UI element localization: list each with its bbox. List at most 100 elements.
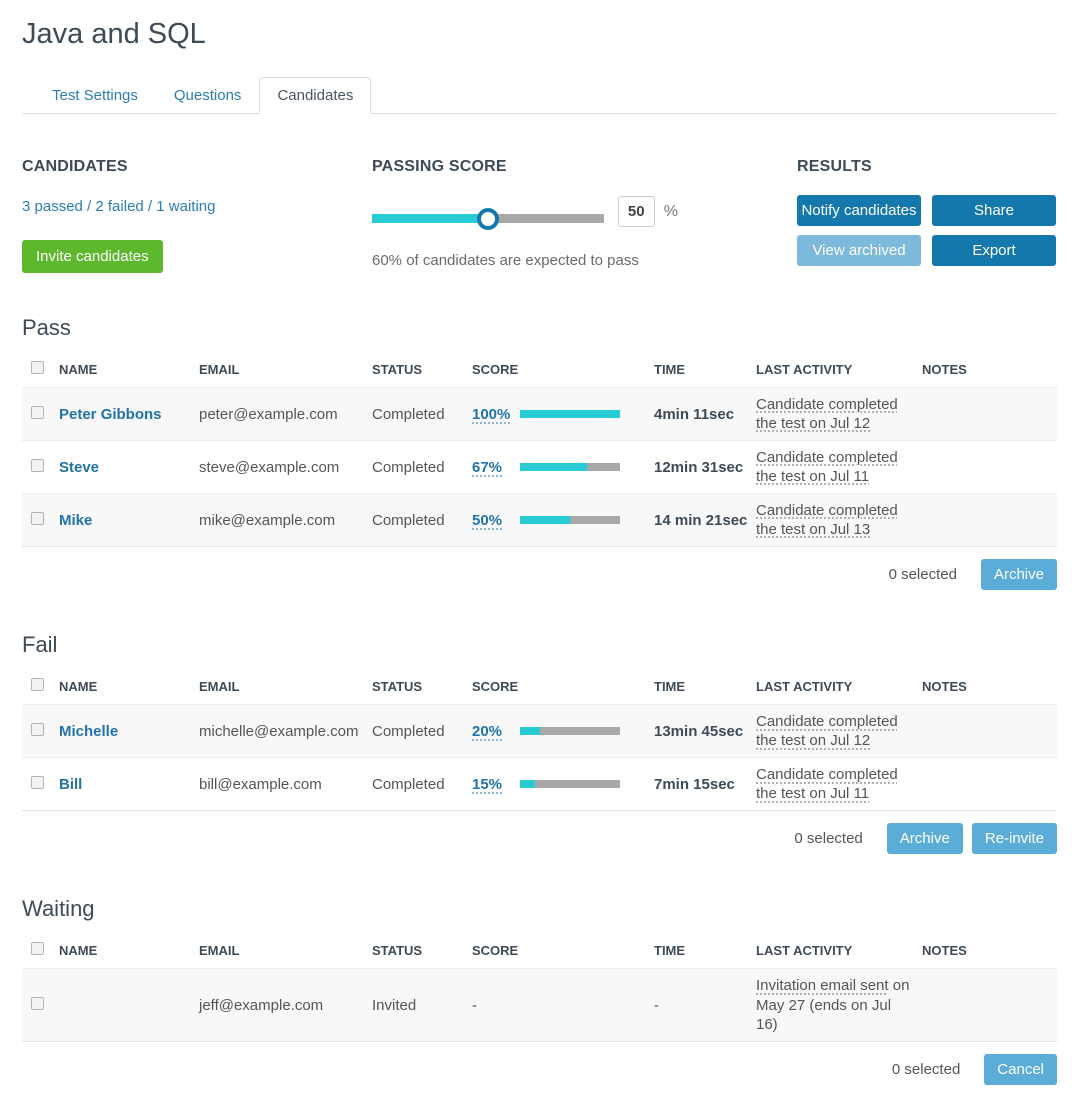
pass-table-header: NAME EMAIL STATUS SCORE TIME LAST ACTIVI… (22, 353, 1057, 388)
score-bar (520, 727, 620, 736)
table-row: Steve steve@example.com Completed 67% 12… (22, 440, 1057, 494)
tab-bar: Test Settings Questions Candidates (22, 77, 1057, 114)
score-link[interactable]: 15% (472, 775, 503, 793)
score-link[interactable]: 50% (472, 511, 503, 529)
table-row: Mike mike@example.com Completed 50% 14 m… (22, 493, 1057, 547)
row-checkbox[interactable] (31, 722, 44, 736)
last-activity-link[interactable]: Candidate completed the test on Jul 12 (756, 396, 898, 433)
score-link[interactable]: 100% (472, 405, 511, 423)
row-checkbox[interactable] (31, 775, 44, 789)
passing-score-heading: PASSING SCORE (372, 158, 507, 175)
notify-candidates-button[interactable]: Notify candidates (797, 195, 921, 226)
score-bar (520, 516, 620, 525)
waiting-table: NAME EMAIL STATUS SCORE TIME LAST ACTIVI… (22, 934, 1057, 1042)
col-time: TIME (654, 942, 686, 958)
score-bar-fill (520, 727, 540, 736)
score-link[interactable]: 67% (472, 458, 503, 476)
invite-candidates-button[interactable]: Invite candidates (22, 240, 163, 273)
candidate-email: jeff@example.com (199, 996, 324, 1014)
select-all-checkbox[interactable] (31, 678, 44, 692)
candidate-email: michelle@example.com (199, 722, 359, 740)
percent-unit-label: % (663, 202, 678, 220)
results-panel: RESULTS Notify candidates Share View arc… (797, 158, 1057, 273)
passing-score-panel: PASSING SCORE % 60% of candidates are ex… (372, 158, 678, 273)
export-button[interactable]: Export (932, 235, 1056, 266)
row-checkbox[interactable] (31, 405, 44, 419)
candidate-notes (918, 388, 1057, 441)
candidate-name-link[interactable]: Mike (59, 511, 93, 529)
candidate-status: Completed (372, 722, 445, 740)
candidate-email: mike@example.com (199, 511, 336, 529)
candidate-email: peter@example.com (199, 405, 338, 423)
candidate-email: bill@example.com (199, 775, 322, 793)
candidate-name-link[interactable]: Michelle (59, 722, 119, 740)
last-activity-link[interactable]: Invitation email sent (756, 977, 889, 995)
col-name: NAME (59, 942, 98, 958)
selected-count: 0 selected (891, 1060, 961, 1078)
page-title: Java and SQL (22, 18, 206, 50)
select-all-checkbox[interactable] (31, 361, 44, 374)
last-activity-link[interactable]: Candidate completed the test on Jul 11 (756, 766, 898, 803)
score-bar (520, 410, 620, 419)
col-name: NAME (59, 678, 98, 694)
row-checkbox[interactable] (31, 511, 44, 525)
tab-questions[interactable]: Questions (173, 87, 242, 104)
cancel-button[interactable]: Cancel (984, 1053, 1057, 1085)
reinvite-button[interactable]: Re-invite (971, 823, 1057, 855)
candidate-time-empty: - (654, 996, 659, 1014)
table-row: Michelle michelle@example.com Completed … (22, 704, 1057, 758)
slider-handle[interactable] (476, 207, 499, 230)
tab-test-settings[interactable]: Test Settings (52, 87, 138, 104)
last-activity-link[interactable]: Candidate completed the test on Jul 11 (756, 449, 898, 486)
candidates-heading: CANDIDATES (22, 158, 128, 175)
col-last-activity: LAST ACTIVITY (756, 361, 853, 377)
candidate-name-link[interactable]: Steve (59, 458, 100, 476)
score-bar (520, 463, 620, 472)
col-last-activity: LAST ACTIVITY (756, 942, 853, 958)
candidate-score-empty: - (472, 996, 477, 1014)
waiting-table-header: NAME EMAIL STATUS SCORE TIME LAST ACTIVI… (22, 934, 1057, 969)
pass-table-footer: 0 selected Archive (22, 559, 1057, 591)
share-button[interactable]: Share (932, 195, 1056, 226)
results-heading: RESULTS (797, 158, 872, 175)
waiting-section-heading: Waiting (22, 896, 95, 922)
col-notes: NOTES (922, 942, 967, 958)
candidate-time: 14 min 21sec (654, 511, 748, 529)
fail-table-header: NAME EMAIL STATUS SCORE TIME LAST ACTIVI… (22, 670, 1057, 705)
candidate-notes (918, 494, 1057, 547)
candidate-time: 12min 31sec (654, 458, 744, 476)
candidate-status: Completed (372, 511, 445, 529)
row-checkbox[interactable] (31, 458, 44, 472)
archive-button[interactable]: Archive (980, 559, 1057, 591)
row-checkbox[interactable] (31, 996, 44, 1010)
candidate-time: 13min 45sec (654, 722, 744, 740)
col-email: EMAIL (199, 678, 240, 694)
archive-button[interactable]: Archive (886, 823, 963, 855)
col-score: SCORE (472, 361, 519, 377)
score-bar-fill (520, 410, 620, 419)
table-row: Peter Gibbons peter@example.com Complete… (22, 387, 1057, 441)
view-archived-button[interactable]: View archived (797, 235, 921, 266)
last-activity-link[interactable]: Candidate completed the test on Jul 13 (756, 502, 898, 539)
passing-score-slider[interactable] (372, 207, 604, 230)
col-last-activity: LAST ACTIVITY (756, 678, 853, 694)
col-time: TIME (654, 678, 686, 694)
score-bar-fill (520, 516, 570, 525)
passing-score-input[interactable] (617, 196, 655, 227)
score-link[interactable]: 20% (472, 722, 503, 740)
last-activity-link[interactable]: Candidate completed the test on Jul 12 (756, 713, 898, 750)
score-bar (520, 780, 620, 789)
col-score: SCORE (472, 942, 519, 958)
candidate-name-link[interactable]: Bill (59, 775, 83, 793)
candidate-notes (918, 705, 1057, 758)
table-row: jeff@example.com Invited - - Invitation … (22, 968, 1057, 1042)
fail-table: NAME EMAIL STATUS SCORE TIME LAST ACTIVI… (22, 670, 1057, 811)
select-all-checkbox[interactable] (31, 942, 44, 956)
col-status: STATUS (372, 942, 423, 958)
tab-candidates[interactable]: Candidates (259, 77, 372, 114)
candidate-time: 7min 15sec (654, 775, 735, 793)
candidates-summary-link[interactable]: 3 passed / 2 failed / 1 waiting (22, 198, 216, 215)
selected-count: 0 selected (794, 830, 863, 848)
candidate-name-link[interactable]: Peter Gibbons (59, 405, 162, 423)
slider-fill (372, 207, 499, 230)
